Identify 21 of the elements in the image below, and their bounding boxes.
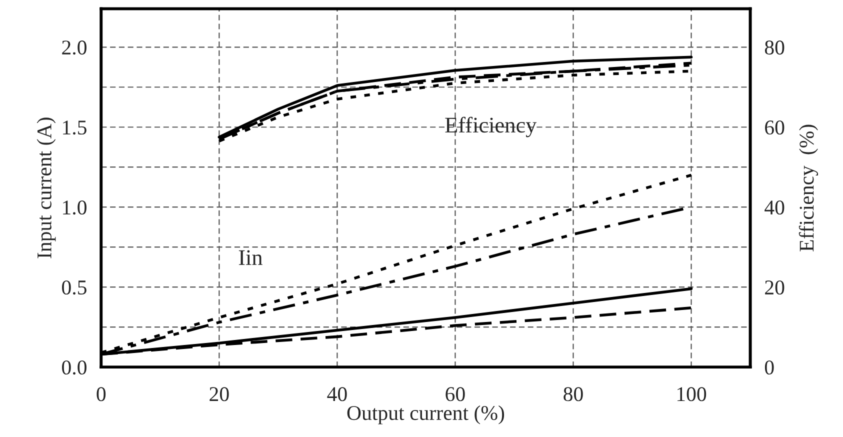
y-tick-label: 1.5	[63, 120, 86, 135]
x-tick-label: 100	[677, 387, 706, 402]
y2-tick-label: 80	[764, 40, 784, 55]
x-tick-label: 0	[96, 387, 106, 402]
y2-tick-label: 40	[764, 200, 784, 215]
y-tick-label: 1.0	[63, 200, 86, 215]
y2-tick-label: 0	[764, 360, 774, 375]
y2-tick-label: 60	[765, 120, 784, 135]
y-tick-label: 0.5	[62, 280, 86, 295]
y2-axis-title: Efficiency (%)	[798, 124, 818, 252]
x-tick-label: 20	[210, 387, 229, 402]
x-tick-label: 60	[446, 387, 465, 402]
y-axis-title: Input current (A)	[36, 118, 56, 258]
annotation: Efficiency	[445, 116, 537, 138]
x-tick-label: 40	[327, 387, 347, 402]
x-axis-title: Output current (%)	[347, 405, 504, 424]
y-tick-label: 0.0	[62, 360, 86, 375]
annotation: Iin	[238, 250, 262, 265]
x-tick-label: 80	[564, 387, 583, 402]
y-tick-label: 2.0	[62, 40, 86, 55]
y2-tick-label: 20	[765, 280, 784, 295]
